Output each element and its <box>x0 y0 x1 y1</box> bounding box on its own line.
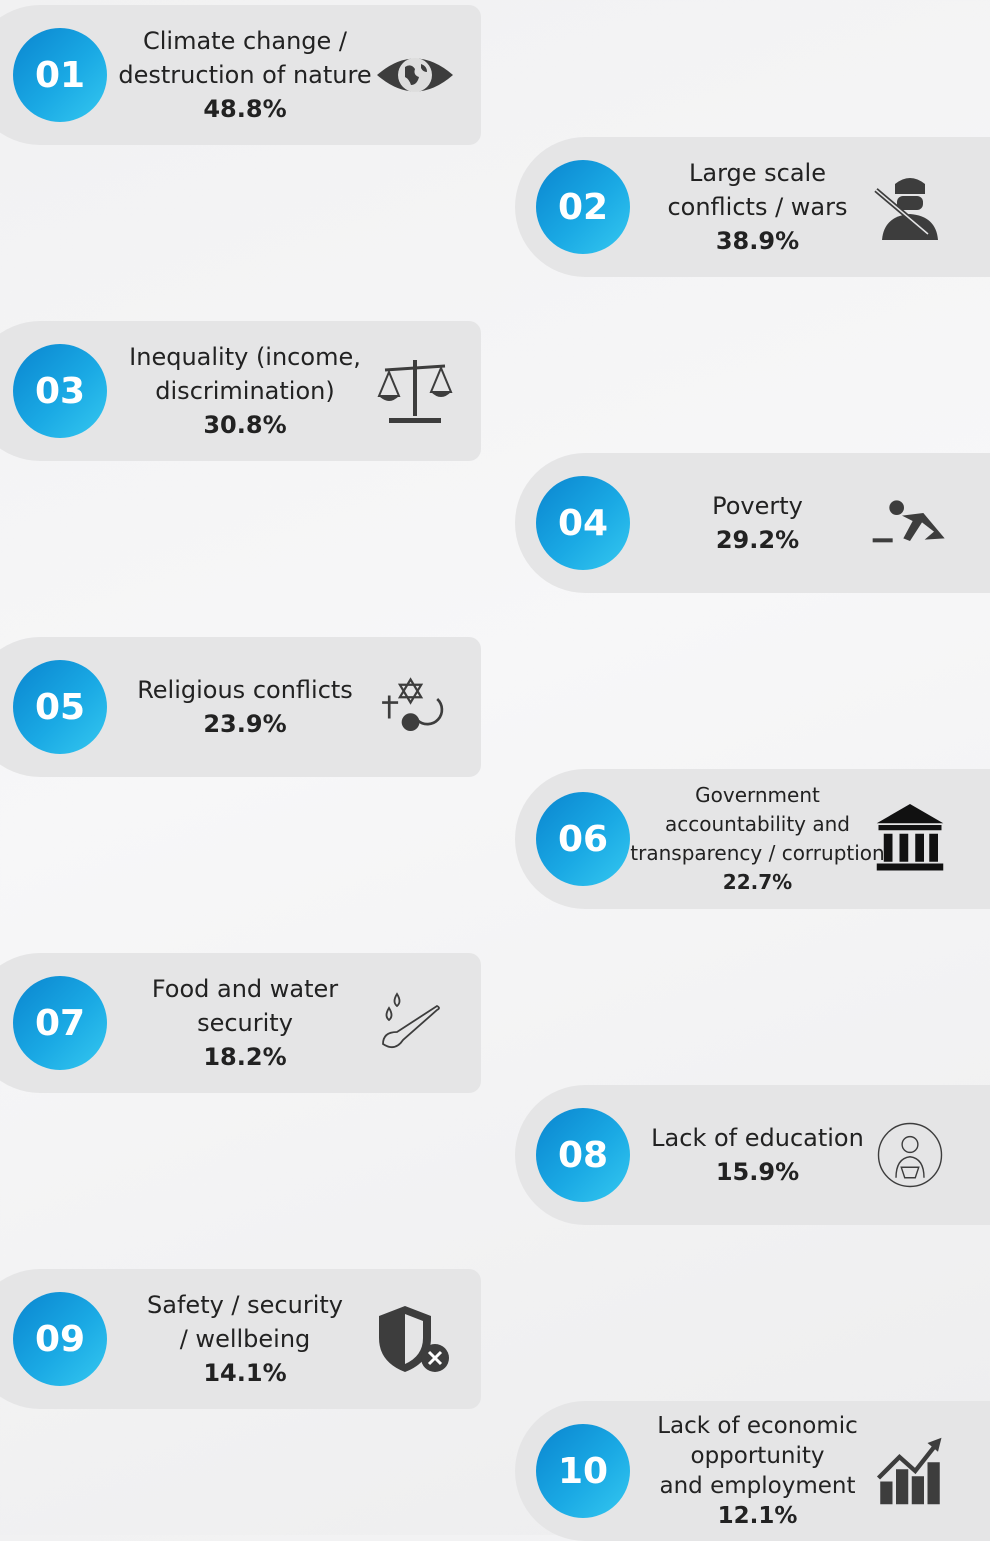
item-card: 07 Food and water security 18.2% <box>0 953 481 1093</box>
item-icon <box>375 40 455 110</box>
item-icon <box>870 172 950 242</box>
item-label: Lack of economic <box>657 1413 858 1439</box>
item-label: accountability and <box>665 812 850 836</box>
item-text: Climate change / destruction of nature 48.… <box>110 5 380 145</box>
item-card: 06 Government accountability and transparen… <box>515 769 990 909</box>
item-icon <box>870 1120 950 1190</box>
item-number: 05 <box>13 660 107 754</box>
item-label: Government <box>695 783 820 807</box>
item-label: Climate change / <box>142 27 348 55</box>
item-icon <box>870 1436 950 1506</box>
item-card: 04 Poverty 29.2% <box>515 453 990 593</box>
item-label: conflicts / wars <box>667 193 848 221</box>
item-text: Religious conflicts 23.9% <box>110 637 380 777</box>
item-number: 08 <box>536 1108 630 1202</box>
item-number: 04 <box>536 476 630 570</box>
item-label: Religious conflicts <box>137 676 353 704</box>
item-text: Large scale conflicts / wars 38.9% <box>630 137 885 277</box>
item-icon <box>870 488 950 558</box>
item-card: 02 Large scale conflicts / wars 38.9% <box>515 137 990 277</box>
item-label: security <box>197 1009 293 1037</box>
item-number: 01 <box>13 28 107 122</box>
item-percent: 23.9% <box>203 710 287 738</box>
item-number: 10 <box>536 1424 630 1518</box>
item-text: Food and water security 18.2% <box>110 953 380 1093</box>
item-card: 05 Religious conflicts 23.9% <box>0 637 481 777</box>
item-label: Lack of education <box>651 1124 864 1152</box>
item-card: 09 Safety / security / wellbeing 14.1% <box>0 1269 481 1409</box>
item-number: 06 <box>536 792 630 886</box>
item-label: opportunity <box>690 1443 825 1469</box>
item-card: 08 Lack of education 15.9% <box>515 1085 990 1225</box>
item-percent: 15.9% <box>715 1158 800 1186</box>
item-percent: 22.7% <box>722 870 793 894</box>
item-label: discrimination) <box>155 377 335 405</box>
item-label: and employment <box>659 1473 856 1499</box>
item-card: 03 Inequality (income, discrimination) 30.8… <box>0 321 481 461</box>
item-card: 01 Climate change / destruction of nature 4… <box>0 5 481 145</box>
item-percent: 14.1% <box>203 1359 287 1387</box>
item-label: Large scale <box>689 159 826 187</box>
item-text: Lack of economic opportunity and employmen… <box>630 1401 885 1541</box>
item-number: 02 <box>536 160 630 254</box>
item-text: Poverty 29.2% <box>630 453 885 593</box>
item-label: Food and water <box>151 975 339 1003</box>
item-icon <box>375 672 455 742</box>
item-text: Government accountability and transparency… <box>630 769 885 909</box>
item-label: destruction of nature <box>118 61 372 89</box>
item-label: / wellbeing <box>179 1325 311 1353</box>
item-label: Poverty <box>712 492 803 520</box>
item-number: 03 <box>13 344 107 438</box>
item-icon <box>870 804 950 874</box>
item-number: 07 <box>13 976 107 1070</box>
item-number: 09 <box>13 1292 107 1386</box>
item-percent: 38.9% <box>715 227 800 255</box>
item-icon <box>375 356 455 426</box>
item-card: 10 Lack of economic opportunity and employm… <box>515 1401 990 1541</box>
item-text: Safety / security / wellbeing 14.1% <box>110 1269 380 1409</box>
item-label: Safety / security <box>147 1291 343 1319</box>
item-percent: 12.1% <box>717 1503 798 1529</box>
item-label: transparency / corruption <box>630 841 885 865</box>
item-text: Inequality (income, discrimination) 30.8% <box>110 321 380 461</box>
item-percent: 30.8% <box>203 411 287 439</box>
item-icon <box>375 988 455 1058</box>
item-percent: 48.8% <box>203 95 287 123</box>
item-percent: 29.2% <box>715 526 800 554</box>
item-text: Lack of education 15.9% <box>630 1085 885 1225</box>
item-percent: 18.2% <box>203 1043 287 1071</box>
item-icon <box>375 1304 455 1374</box>
item-label: Inequality (income, <box>129 343 361 371</box>
